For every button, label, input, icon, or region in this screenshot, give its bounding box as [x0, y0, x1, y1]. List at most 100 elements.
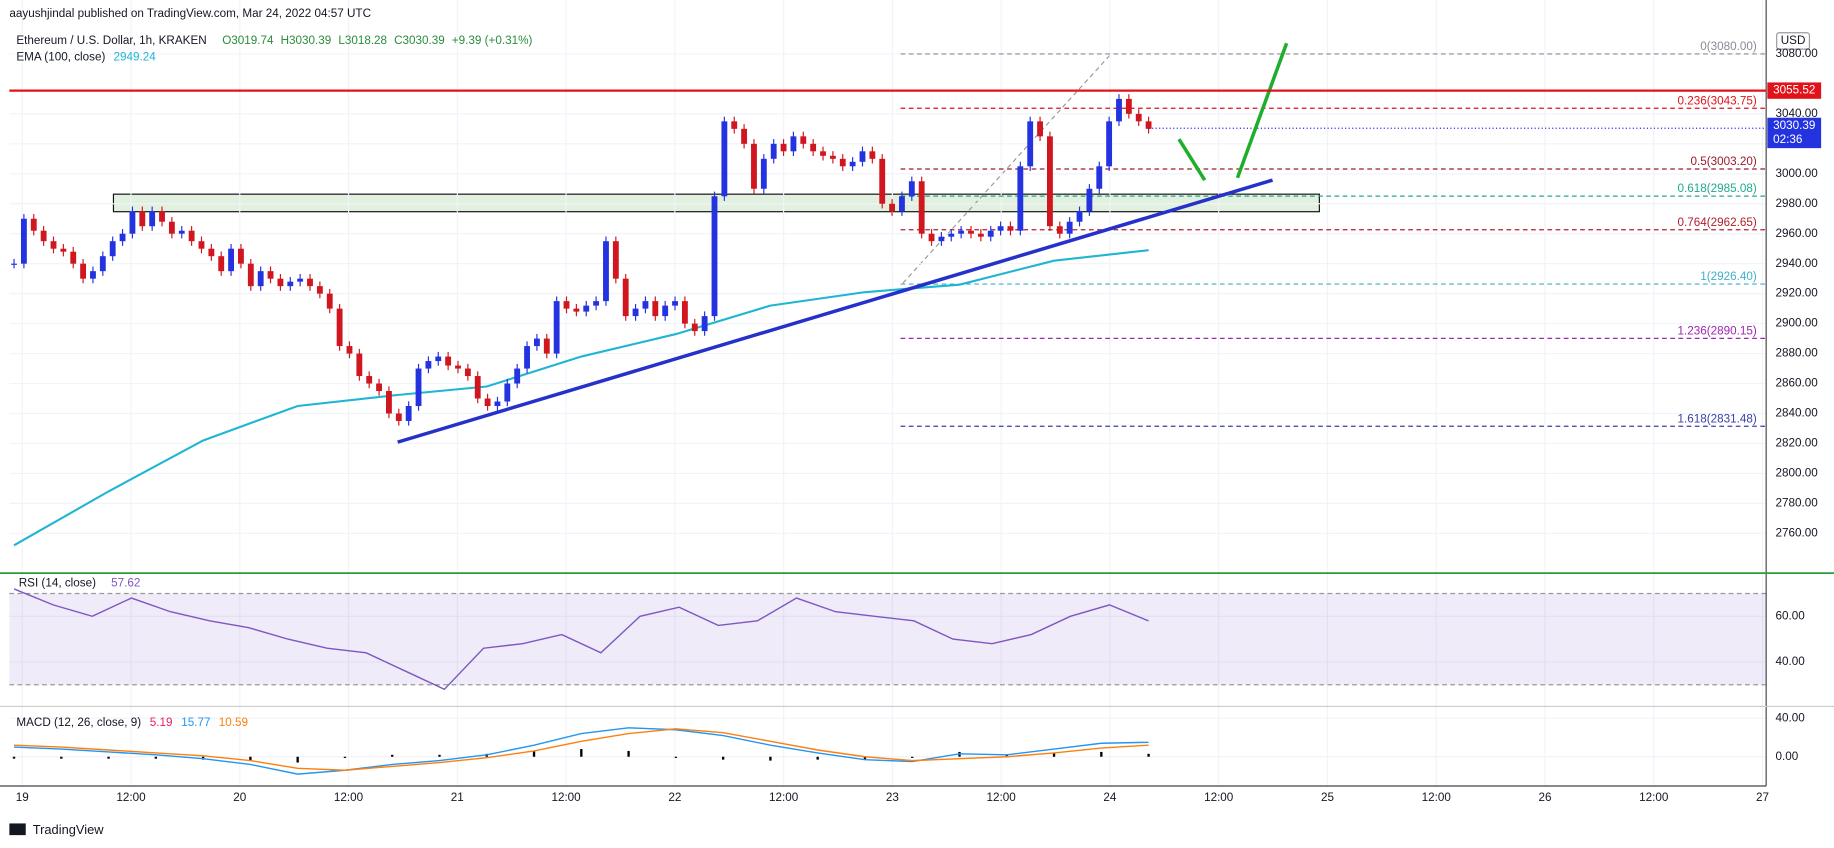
y-tick-label: 2860.00: [1776, 377, 1819, 390]
macd-hist: [532, 750, 536, 757]
rsi-value: 57.62: [111, 577, 140, 590]
ema-value: 2949.24: [113, 50, 156, 63]
macd-hist: [911, 756, 914, 758]
macd-hist: [627, 750, 630, 757]
candle: [336, 308, 343, 347]
macd-hist: [674, 756, 678, 758]
y-tick-label: 2980.00: [1776, 197, 1819, 210]
candle: [751, 143, 757, 189]
candle: [603, 241, 609, 302]
candle: [681, 301, 688, 324]
fib-label: 0.764(2962.65): [1678, 216, 1757, 229]
currency-box: [1776, 32, 1811, 50]
candle: [119, 233, 126, 242]
candle: [889, 203, 896, 212]
macd-hist: [863, 756, 867, 760]
candle: [524, 346, 530, 369]
candle: [987, 230, 994, 237]
y-tick-label: 2900.00: [1776, 317, 1819, 330]
fib-label: 1.618(2831.48): [1678, 412, 1757, 425]
macd-hist: [391, 754, 394, 757]
footer: TradingView: [33, 822, 104, 837]
macd-hist: [12, 756, 16, 759]
macd-hist: [249, 756, 252, 761]
y-tick-label: 2940.00: [1776, 257, 1819, 270]
ohlc-label: O3019.74: [222, 34, 274, 47]
candle: [149, 211, 156, 227]
candle: [1027, 121, 1034, 167]
candle: [839, 158, 846, 167]
candle: [1086, 188, 1093, 212]
candle: [257, 271, 264, 287]
y-tick-label: 2760.00: [1776, 526, 1819, 539]
candle: [376, 383, 382, 392]
candle: [307, 278, 313, 287]
candle: [50, 241, 57, 249]
candle: [11, 263, 17, 265]
currency: USD: [1781, 34, 1806, 47]
candle: [731, 121, 738, 129]
candle: [425, 361, 432, 369]
candle: [800, 136, 807, 144]
candle: [90, 271, 96, 279]
candle: [741, 128, 748, 144]
x-tick-label: 12:00: [1422, 791, 1452, 804]
fib-label: 0.618(2985.08): [1678, 182, 1757, 195]
candle: [1047, 136, 1053, 227]
y-tick-label: 0.00: [1776, 750, 1799, 763]
rsi-name: RSI (14, close): [19, 577, 96, 590]
logo: [9, 823, 26, 836]
candle: [218, 256, 225, 272]
candle: [198, 241, 205, 249]
candle: [859, 151, 866, 162]
y-tick-label: 2960.00: [1776, 227, 1819, 240]
candle: [109, 241, 116, 257]
x-tick-label: 12:00: [116, 791, 146, 804]
x-tick-label: 22: [668, 791, 681, 804]
candle: [820, 151, 826, 156]
x-tick-label: 26: [1538, 791, 1551, 804]
candle: [504, 383, 511, 402]
candle: [672, 301, 678, 306]
fib-diagonal: [902, 53, 1112, 284]
ohlc-label: C3030.39: [394, 34, 445, 47]
candle: [159, 211, 165, 222]
macd-hist: [1052, 752, 1056, 757]
candle: [208, 248, 215, 257]
macd-hist: [296, 756, 299, 763]
candle: [178, 230, 185, 234]
candle: [99, 256, 106, 272]
y-tick-label: 2780.00: [1776, 496, 1819, 509]
y-tick-label: 2880.00: [1776, 347, 1819, 360]
candle: [908, 181, 915, 197]
macd-hist: [1005, 754, 1008, 757]
x-tick-label: 12:00: [551, 791, 581, 804]
last-price-tag: [1767, 117, 1822, 149]
candle: [977, 233, 984, 237]
arrow-down: [1177, 138, 1207, 182]
candle: [386, 391, 392, 414]
candle: [652, 301, 659, 317]
macd-hist: [580, 749, 583, 757]
candle: [593, 301, 600, 306]
candle: [1135, 113, 1142, 122]
candle: [770, 143, 777, 159]
y-tick-label: 2800.00: [1776, 467, 1819, 480]
candle: [80, 263, 87, 279]
candle: [612, 241, 619, 279]
candle: [810, 143, 817, 152]
candle: [139, 211, 146, 227]
y-tick-label: 3000.00: [1776, 167, 1819, 180]
y-tick-label: 2840.00: [1776, 407, 1819, 420]
last-price-label: 3030.39: [1773, 119, 1815, 132]
x-tick-label: 27: [1756, 791, 1769, 804]
arrow-up: [1235, 42, 1289, 179]
x-tick-label: 12:00: [1639, 791, 1669, 804]
y-tick-label: 40.00: [1776, 655, 1806, 668]
macd-hist: [816, 756, 819, 760]
x-tick-label: 19: [16, 791, 29, 804]
candle: [829, 155, 836, 159]
candle: [1116, 98, 1122, 122]
macd-hist: [769, 756, 772, 761]
